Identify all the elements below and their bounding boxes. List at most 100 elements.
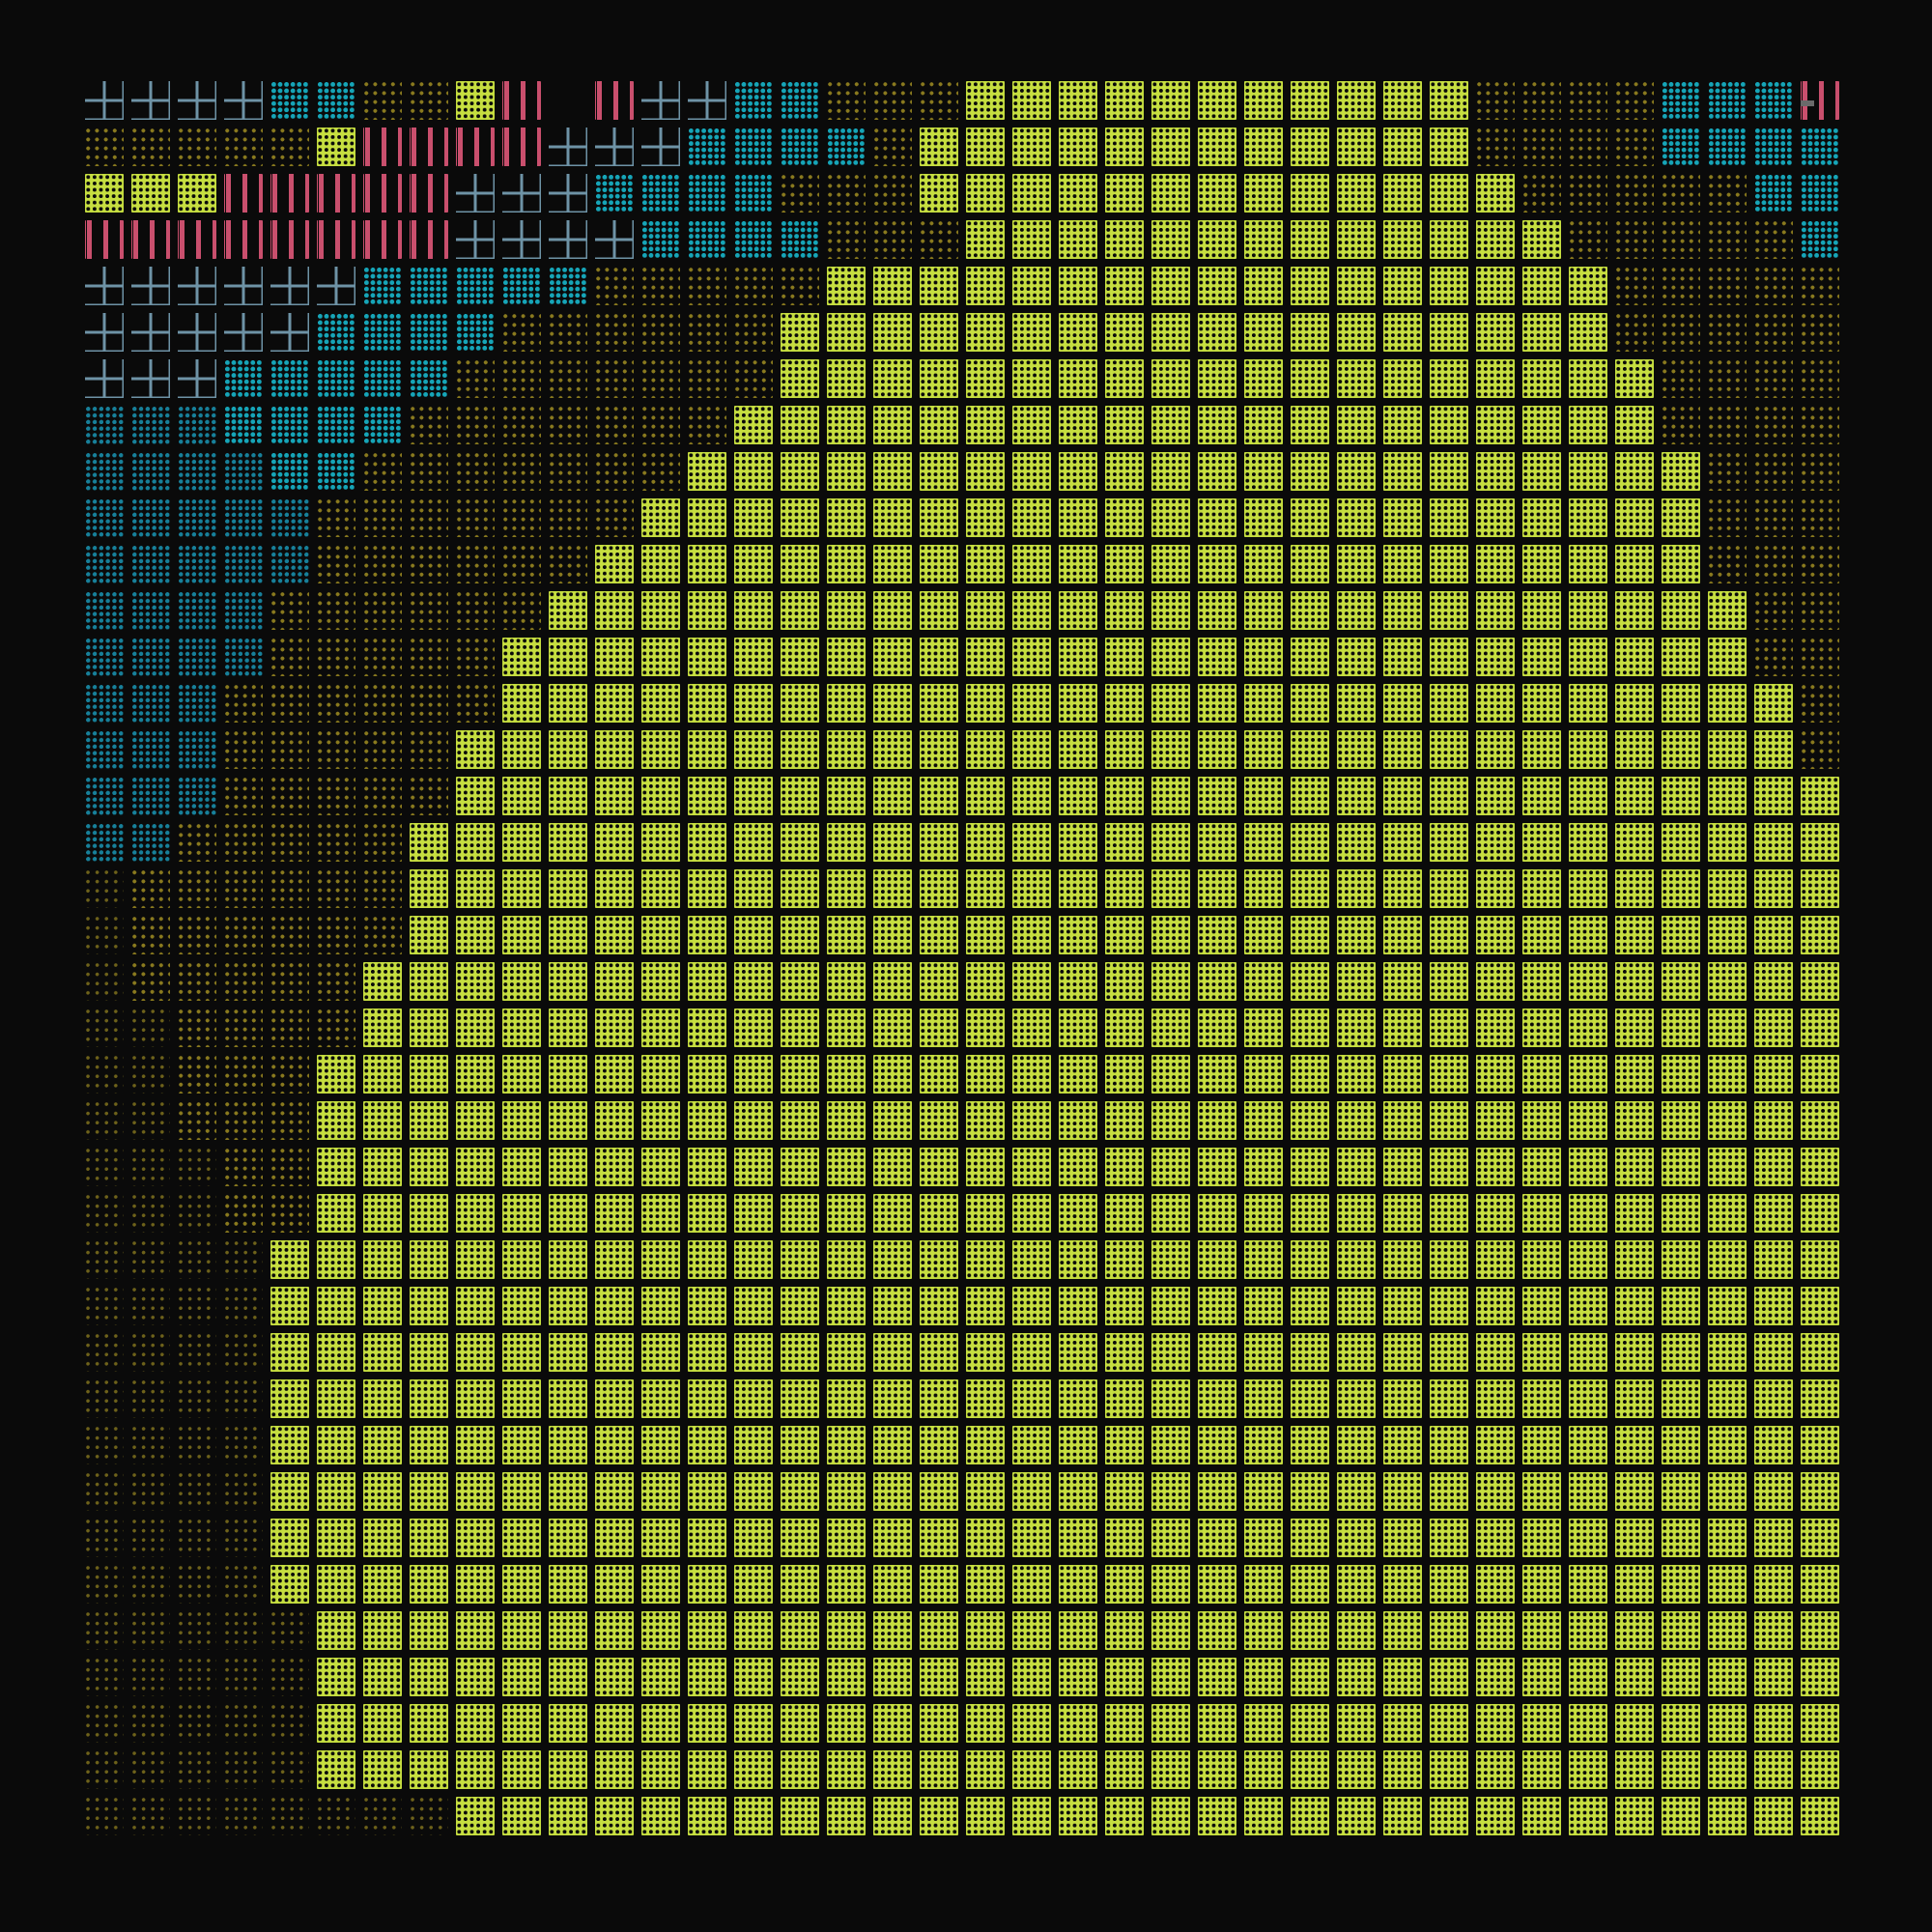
matrix-cell	[641, 962, 688, 1009]
matrix-cell	[1337, 638, 1383, 684]
matrix-cell	[270, 406, 317, 452]
cell-pattern-swatch	[1801, 406, 1839, 444]
matrix-cell	[1569, 638, 1615, 684]
matrix-cell	[502, 220, 549, 267]
cell-pattern-swatch	[873, 1240, 912, 1279]
cell-pattern-swatch	[1012, 869, 1051, 908]
cell-pattern-swatch	[131, 128, 170, 166]
cell-pattern-swatch	[1522, 174, 1561, 213]
matrix-cell	[1801, 730, 1847, 777]
matrix-cell	[178, 638, 224, 684]
matrix-cell	[1708, 1797, 1754, 1843]
cell-pattern-swatch	[1801, 1611, 1839, 1650]
matrix-cell	[502, 869, 549, 916]
matrix-cell	[363, 1472, 410, 1519]
matrix-cell	[688, 1565, 734, 1611]
cell-pattern-swatch	[85, 591, 124, 630]
cell-pattern-swatch	[1198, 1148, 1236, 1186]
cell-pattern-swatch	[1244, 1148, 1283, 1186]
cell-pattern-swatch	[1012, 1750, 1051, 1789]
cell-pattern-swatch	[1754, 452, 1793, 491]
matrix-cell	[1105, 962, 1151, 1009]
cell-pattern-swatch	[1708, 730, 1747, 769]
matrix-cell	[317, 1101, 363, 1148]
cell-pattern-swatch	[363, 313, 402, 352]
cell-pattern-swatch	[920, 359, 958, 398]
matrix-cell	[224, 730, 270, 777]
cell-pattern-swatch	[641, 545, 680, 583]
cell-pattern-swatch	[502, 1519, 541, 1557]
matrix-cell	[363, 591, 410, 638]
matrix-cell	[827, 1658, 873, 1704]
matrix-cell	[1615, 1797, 1662, 1843]
matrix-cell	[1012, 1611, 1059, 1658]
cell-pattern-swatch	[456, 962, 495, 1001]
cell-pattern-swatch	[734, 1611, 773, 1650]
matrix-cell	[641, 1009, 688, 1055]
cell-pattern-swatch	[827, 1287, 866, 1325]
matrix-cell	[1662, 823, 1708, 869]
cell-pattern-swatch	[224, 1101, 263, 1140]
matrix-cell	[1754, 777, 1801, 823]
matrix-cell	[549, 128, 595, 174]
cell-pattern-swatch	[456, 220, 495, 259]
matrix-cell	[1198, 359, 1244, 406]
cell-pattern-swatch	[549, 359, 587, 398]
cell-pattern-swatch	[1244, 1287, 1283, 1325]
cell-pattern-swatch	[734, 1565, 773, 1604]
matrix-cell	[873, 1611, 920, 1658]
matrix-cell	[1662, 406, 1708, 452]
matrix-cell	[410, 1658, 456, 1704]
cell-pattern-swatch	[1291, 1148, 1329, 1186]
cell-pattern-swatch	[224, 638, 263, 676]
cell-pattern-swatch	[641, 128, 680, 166]
matrix-cell	[549, 1426, 595, 1472]
cell-pattern-swatch	[920, 1658, 958, 1696]
cell-pattern-swatch	[734, 869, 773, 908]
cell-pattern-swatch	[1430, 545, 1468, 583]
matrix-cell	[1151, 638, 1198, 684]
matrix-cell	[131, 1472, 178, 1519]
matrix-cell	[1059, 823, 1105, 869]
cell-pattern-swatch	[1291, 916, 1329, 954]
matrix-cell	[827, 638, 873, 684]
matrix-cell	[1476, 81, 1522, 128]
cell-pattern-swatch	[1476, 638, 1515, 676]
matrix-cell	[688, 1611, 734, 1658]
matrix-cell	[873, 406, 920, 452]
cell-pattern-swatch	[1708, 1194, 1747, 1233]
matrix-cell	[1522, 777, 1569, 823]
cell-pattern-swatch	[178, 1194, 216, 1233]
cell-pattern-swatch	[1244, 1194, 1283, 1233]
cell-pattern-swatch	[1105, 1519, 1144, 1557]
cell-pattern-swatch	[1569, 823, 1607, 862]
cell-pattern-swatch	[1708, 174, 1747, 213]
cell-pattern-swatch	[502, 1379, 541, 1418]
cell-pattern-swatch	[270, 1472, 309, 1511]
cell-pattern-swatch	[920, 869, 958, 908]
cell-pattern-swatch	[549, 916, 587, 954]
matrix-cell	[966, 638, 1012, 684]
cell-pattern-swatch	[781, 684, 819, 723]
cell-pattern-swatch	[317, 777, 355, 815]
matrix-cell	[1615, 545, 1662, 591]
cell-pattern-swatch	[1012, 591, 1051, 630]
cell-pattern-swatch	[1430, 1379, 1468, 1418]
matrix-cell	[1337, 684, 1383, 730]
matrix-cell	[1105, 1658, 1151, 1704]
matrix-cell	[1105, 220, 1151, 267]
matrix-cell	[827, 267, 873, 313]
matrix-cell	[920, 730, 966, 777]
matrix-cell	[1383, 1611, 1430, 1658]
cell-pattern-swatch	[549, 1379, 587, 1418]
matrix-cell	[827, 1426, 873, 1472]
cell-pattern-swatch	[1476, 823, 1515, 862]
matrix-cell	[641, 220, 688, 267]
matrix-cell	[85, 267, 131, 313]
matrix-cell	[178, 1240, 224, 1287]
cell-pattern-swatch	[1151, 684, 1190, 723]
matrix-cell	[734, 359, 781, 406]
matrix-cell	[1059, 313, 1105, 359]
cell-pattern-swatch	[1522, 267, 1561, 305]
cell-pattern-swatch	[966, 1750, 1005, 1789]
